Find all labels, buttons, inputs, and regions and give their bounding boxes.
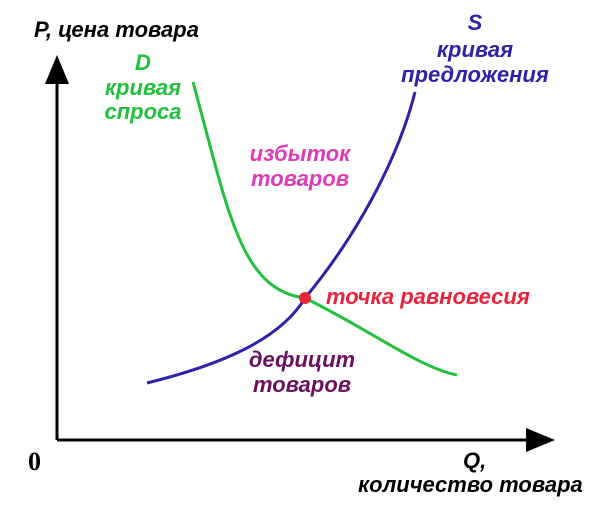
- demand-label-line1: кривая: [105, 75, 181, 100]
- equilibrium-label: точка равновесия: [326, 284, 530, 309]
- supply-label-line2: предложения: [401, 62, 549, 87]
- y-axis-label: P, цена товара: [34, 17, 199, 42]
- origin-label: 0: [28, 447, 41, 476]
- x-axis-label-line2: количество товара: [358, 472, 583, 497]
- deficit-label-line1: дефицит: [249, 347, 355, 372]
- equilibrium-point: [299, 292, 311, 304]
- surplus-label-line1: избыток: [250, 141, 352, 166]
- x-axis-arrow: [526, 428, 555, 452]
- x-axis-label-line1: Q,: [463, 448, 486, 473]
- surplus-label-line2: товаров: [251, 166, 349, 191]
- deficit-label-line2: товаров: [253, 372, 351, 397]
- supply-label-line1: кривая: [437, 37, 513, 62]
- supply-letter: S: [468, 10, 483, 35]
- y-axis-arrow: [45, 55, 69, 84]
- demand-curve: [191, 81, 458, 377]
- demand-letter: D: [135, 50, 151, 75]
- demand-label-line2: спроса: [104, 99, 181, 124]
- supply-curve: [146, 91, 417, 385]
